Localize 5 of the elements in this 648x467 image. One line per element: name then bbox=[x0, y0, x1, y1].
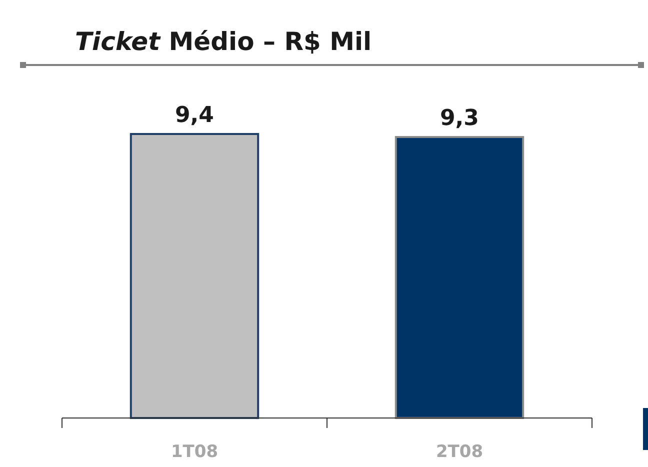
x-tick-label: 1T08 bbox=[170, 442, 218, 462]
data-label: 9,4 bbox=[175, 103, 214, 128]
data-label: 9,3 bbox=[440, 106, 479, 132]
chart-title: Ticket Médio – R$ Mil bbox=[75, 27, 372, 56]
x-tick-label: 2T08 bbox=[436, 442, 484, 462]
